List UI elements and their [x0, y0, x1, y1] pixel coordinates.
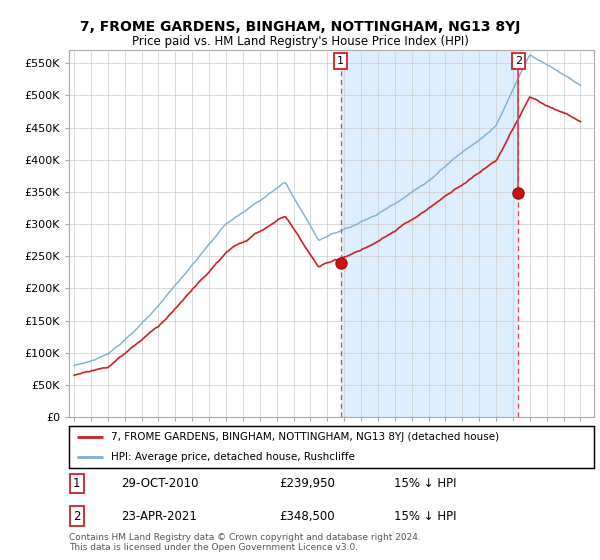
Text: 2: 2: [73, 510, 80, 523]
Text: 15% ↓ HPI: 15% ↓ HPI: [395, 510, 457, 523]
Text: HPI: Average price, detached house, Rushcliffe: HPI: Average price, detached house, Rush…: [111, 452, 355, 462]
Text: 7, FROME GARDENS, BINGHAM, NOTTINGHAM, NG13 8YJ (detached house): 7, FROME GARDENS, BINGHAM, NOTTINGHAM, N…: [111, 432, 499, 442]
Text: 29-OCT-2010: 29-OCT-2010: [121, 477, 199, 490]
Text: This data is licensed under the Open Government Licence v3.0.: This data is licensed under the Open Gov…: [69, 543, 358, 552]
Text: £239,950: £239,950: [279, 477, 335, 490]
Text: Contains HM Land Registry data © Crown copyright and database right 2024.: Contains HM Land Registry data © Crown c…: [69, 533, 421, 542]
Text: £348,500: £348,500: [279, 510, 335, 523]
Text: 23-APR-2021: 23-APR-2021: [121, 510, 197, 523]
Text: 1: 1: [337, 56, 344, 66]
Text: Price paid vs. HM Land Registry's House Price Index (HPI): Price paid vs. HM Land Registry's House …: [131, 35, 469, 48]
Text: 1: 1: [73, 477, 80, 490]
Text: 7, FROME GARDENS, BINGHAM, NOTTINGHAM, NG13 8YJ: 7, FROME GARDENS, BINGHAM, NOTTINGHAM, N…: [80, 20, 520, 34]
Bar: [341, 50, 518, 417]
Text: 15% ↓ HPI: 15% ↓ HPI: [395, 477, 457, 490]
Text: 2: 2: [515, 56, 522, 66]
